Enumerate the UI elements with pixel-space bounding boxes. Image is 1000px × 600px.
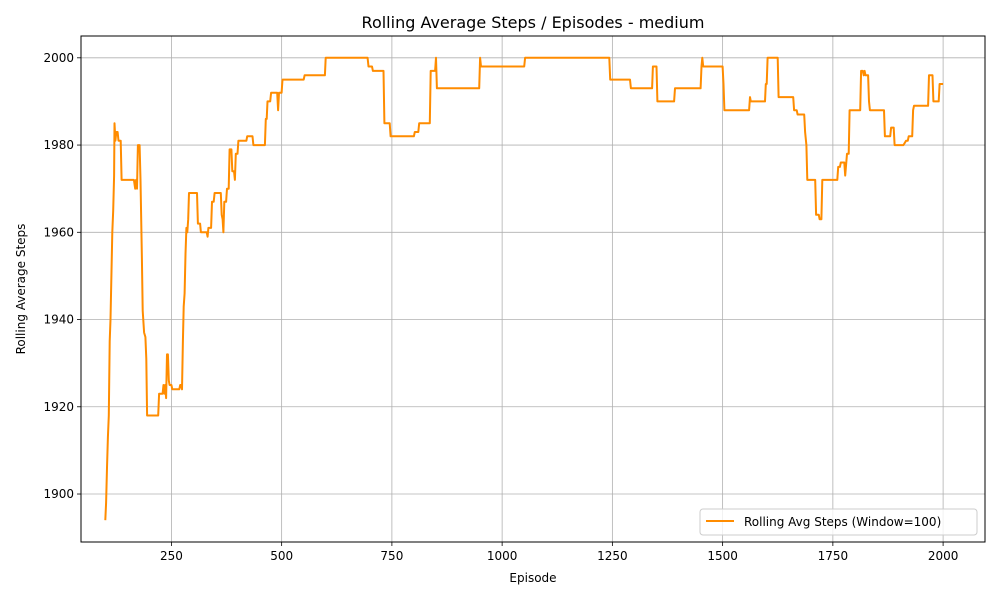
y-tick-label: 2000: [43, 51, 74, 65]
y-axis-label: Rolling Average Steps: [14, 224, 28, 355]
x-tick-label: 250: [160, 549, 183, 563]
y-tick-label: 1900: [43, 487, 74, 501]
plot-frame: [80, 35, 986, 543]
legend-box: [699, 508, 978, 536]
series-line: [104, 56, 944, 521]
axis-ticks: 250 500 750 1000 1250 1500 1750 2000 1900 1920 194…: [43, 51, 958, 563]
y-tick-label: 1940: [43, 313, 74, 327]
x-tick-label: 1250: [597, 549, 628, 563]
x-tick-label: 1000: [487, 549, 518, 563]
chart-title: Rolling Average Steps / Episodes - mediu…: [362, 13, 705, 32]
x-tick-label: 2000: [928, 549, 959, 563]
x-axis-label: Episode: [509, 571, 556, 585]
y-tick-label: 1960: [43, 225, 74, 239]
legend-entry: Rolling Avg Steps (Window=100): [744, 515, 941, 529]
x-tick-label: 1750: [818, 549, 849, 563]
legend: Rolling Avg Steps (Window=100): [699, 508, 978, 536]
x-tick-label: 750: [380, 549, 403, 563]
y-tick-label: 1980: [43, 138, 74, 152]
series-layer: [104, 56, 944, 521]
x-tick-label: 1500: [707, 549, 738, 563]
x-tick-label: 500: [270, 549, 293, 563]
y-tick-label: 1920: [43, 400, 74, 414]
